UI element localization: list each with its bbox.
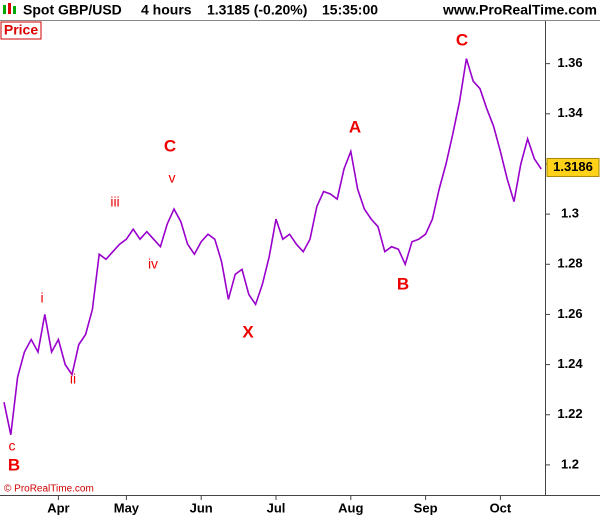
y-tick-label: 1.3: [561, 206, 579, 221]
x-tick-label: Oct: [490, 500, 512, 515]
wave-label: A: [349, 117, 361, 136]
price-line: [3, 58, 542, 435]
x-tick-label: Apr: [47, 500, 69, 515]
y-tick-label: 1.26: [557, 306, 582, 321]
x-tick-label: Jul: [267, 500, 286, 515]
wave-label: iv: [148, 256, 158, 272]
last-price-box: [546, 157, 600, 177]
y-tick-label: 1.22: [557, 406, 582, 421]
wave-label: X: [242, 322, 254, 341]
wave-label: c: [9, 438, 16, 454]
y-tick-label: 1.36: [557, 55, 582, 70]
site: www.ProRealTime.com: [442, 2, 597, 18]
wave-label: i: [40, 290, 43, 306]
chart-icon: [3, 3, 16, 14]
header-bar: [0, 0, 600, 20]
wave-label: B: [397, 274, 409, 293]
x-tick-label: May: [114, 500, 140, 515]
time: 15:35:00: [322, 2, 378, 18]
wave-label: v: [169, 170, 176, 186]
quote: 1.3185 (-0.20%): [207, 2, 307, 18]
panel-label: Price: [4, 22, 38, 38]
y-tick-label: 1.34: [557, 105, 583, 120]
wave-label: ii: [70, 371, 76, 387]
x-tick-label: Jun: [190, 500, 213, 515]
panel-label-box: [0, 21, 42, 40]
copyright: © ProRealTime.com: [4, 484, 94, 495]
y-tick-label: 1.24: [557, 356, 583, 371]
x-tick-label: Aug: [338, 500, 363, 515]
wave-label: C: [456, 30, 468, 49]
wave-label: B: [8, 455, 20, 474]
y-tick-label: 1.28: [557, 256, 582, 271]
wave-label: C: [164, 136, 176, 155]
interval: 4 hours: [141, 2, 192, 18]
wave-label: iii: [110, 194, 119, 210]
symbol: Spot GBP/USD: [23, 2, 122, 18]
x-tick-label: Sep: [414, 500, 438, 515]
last-price: 1.3186: [553, 159, 593, 174]
y-tick-label: 1.2: [561, 456, 579, 471]
